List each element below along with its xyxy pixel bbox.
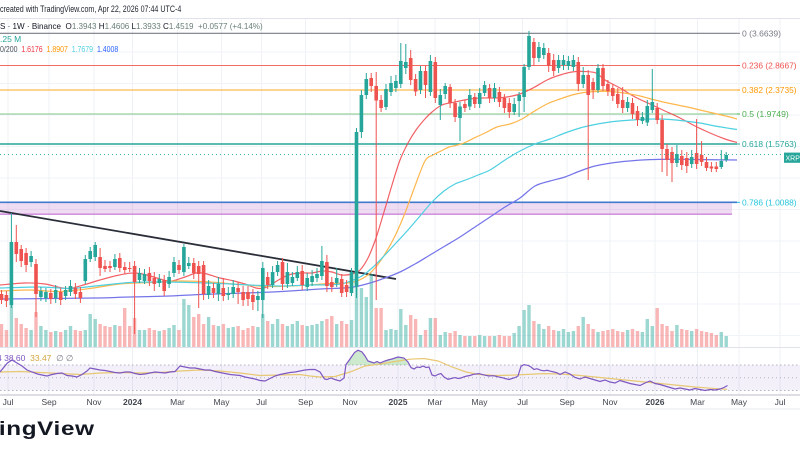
- svg-text:0.786 (1.0088): 0.786 (1.0088): [742, 197, 797, 207]
- svg-text:0.236 (2.8667): 0.236 (2.8667): [742, 61, 797, 71]
- svg-text:0.5 (1.9749): 0.5 (1.9749): [742, 109, 789, 119]
- svg-text:0.618 (1.5763): 0.618 (1.5763): [742, 139, 797, 149]
- svg-text:0.382 (2.3735): 0.382 (2.3735): [742, 85, 797, 95]
- svg-text:0 (3.6639): 0 (3.6639): [742, 28, 781, 38]
- svg-text:XRPU: XRPU: [786, 155, 800, 162]
